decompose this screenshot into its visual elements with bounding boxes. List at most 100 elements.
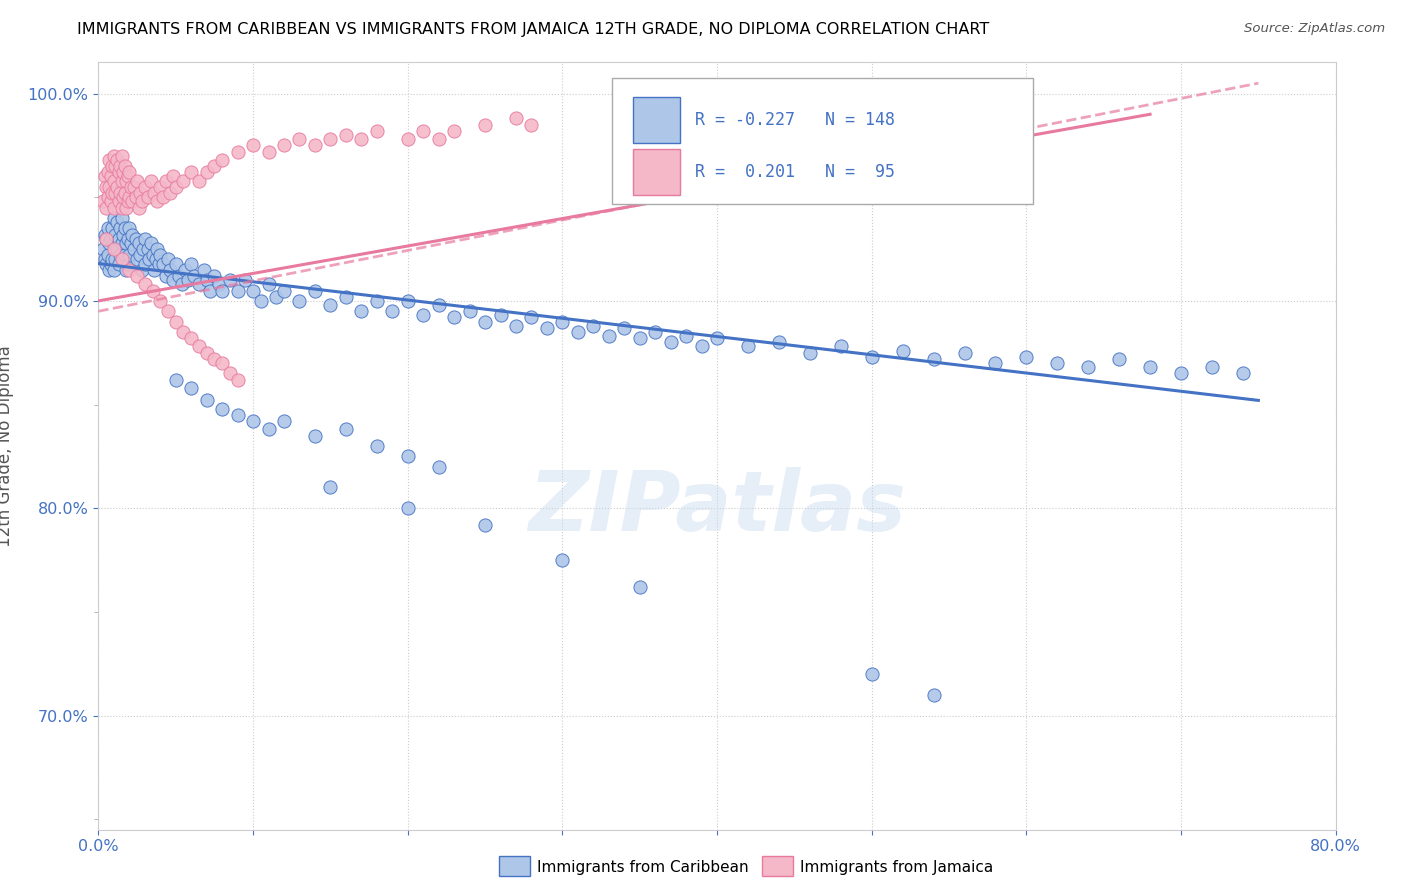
Point: [273, 414, 295, 428]
Point: [860, 350, 883, 364]
Point: [118, 221, 141, 235]
Point: [120, 235, 142, 250]
Point: [188, 277, 211, 292]
Point: [226, 408, 249, 422]
Point: [152, 256, 174, 270]
Point: [598, 329, 620, 343]
Point: [96, 201, 118, 215]
Point: [226, 284, 249, 298]
Point: [335, 290, 357, 304]
Point: [104, 252, 127, 267]
Point: [1015, 350, 1038, 364]
Point: [198, 284, 221, 298]
Point: [319, 132, 342, 146]
Point: [117, 256, 139, 270]
Point: [167, 268, 190, 283]
Point: [148, 256, 170, 270]
Point: [165, 179, 187, 194]
Point: [211, 356, 233, 370]
Point: [396, 132, 419, 146]
Point: [1139, 360, 1161, 375]
Point: [101, 221, 124, 235]
Point: [474, 118, 496, 132]
Point: [108, 186, 131, 200]
Point: [129, 186, 152, 200]
Point: [211, 153, 233, 167]
Point: [1232, 367, 1254, 381]
Point: [96, 179, 118, 194]
Point: [211, 401, 233, 416]
Point: [143, 262, 166, 277]
Text: Immigrants from Caribbean: Immigrants from Caribbean: [537, 860, 749, 874]
Point: [120, 179, 142, 194]
Point: [675, 329, 697, 343]
Point: [860, 667, 883, 681]
Point: [162, 273, 184, 287]
Point: [138, 252, 160, 267]
Point: [132, 242, 155, 256]
Point: [103, 149, 125, 163]
Point: [1077, 360, 1099, 375]
Point: [98, 179, 121, 194]
Point: [188, 173, 211, 187]
Point: [567, 325, 589, 339]
Point: [149, 293, 172, 308]
Point: [288, 132, 311, 146]
Point: [111, 201, 132, 215]
Point: [104, 186, 127, 200]
Point: [136, 190, 159, 204]
Point: [177, 273, 200, 287]
Point: [628, 331, 651, 345]
Point: [105, 215, 128, 229]
Point: [180, 331, 202, 345]
Point: [165, 315, 187, 329]
Point: [107, 256, 129, 270]
Point: [319, 480, 342, 494]
Point: [114, 248, 136, 262]
Point: [219, 273, 242, 287]
Point: [112, 190, 135, 204]
Point: [273, 284, 295, 298]
Point: [115, 173, 138, 187]
Point: [103, 211, 125, 225]
Point: [226, 145, 249, 159]
Point: [115, 262, 138, 277]
Point: [304, 138, 326, 153]
Point: [335, 128, 357, 142]
Point: [111, 211, 132, 225]
Point: [124, 232, 146, 246]
Point: [127, 252, 149, 267]
Point: [107, 194, 129, 209]
Point: [141, 284, 165, 298]
Point: [136, 242, 159, 256]
Point: [188, 339, 211, 353]
Point: [628, 580, 651, 594]
Point: [505, 112, 527, 126]
Point: [690, 339, 713, 353]
Point: [149, 179, 172, 194]
Point: [304, 284, 326, 298]
Point: [208, 277, 231, 292]
Point: [124, 190, 146, 204]
Point: [204, 159, 226, 173]
Point: [366, 293, 388, 308]
Point: [111, 173, 132, 187]
Point: [159, 262, 181, 277]
Point: [180, 256, 202, 270]
Point: [1170, 367, 1192, 381]
Point: [443, 124, 465, 138]
Point: [103, 262, 125, 277]
Point: [366, 124, 388, 138]
Point: [117, 169, 139, 184]
Point: [139, 235, 162, 250]
Point: [427, 298, 450, 312]
Point: [107, 232, 129, 246]
Point: [226, 373, 249, 387]
Point: [157, 304, 180, 318]
Point: [984, 356, 1007, 370]
Y-axis label: 12th Grade, No Diploma: 12th Grade, No Diploma: [0, 345, 14, 547]
Point: [112, 165, 135, 179]
Point: [118, 165, 141, 179]
Point: [108, 221, 131, 235]
Point: [489, 309, 512, 323]
